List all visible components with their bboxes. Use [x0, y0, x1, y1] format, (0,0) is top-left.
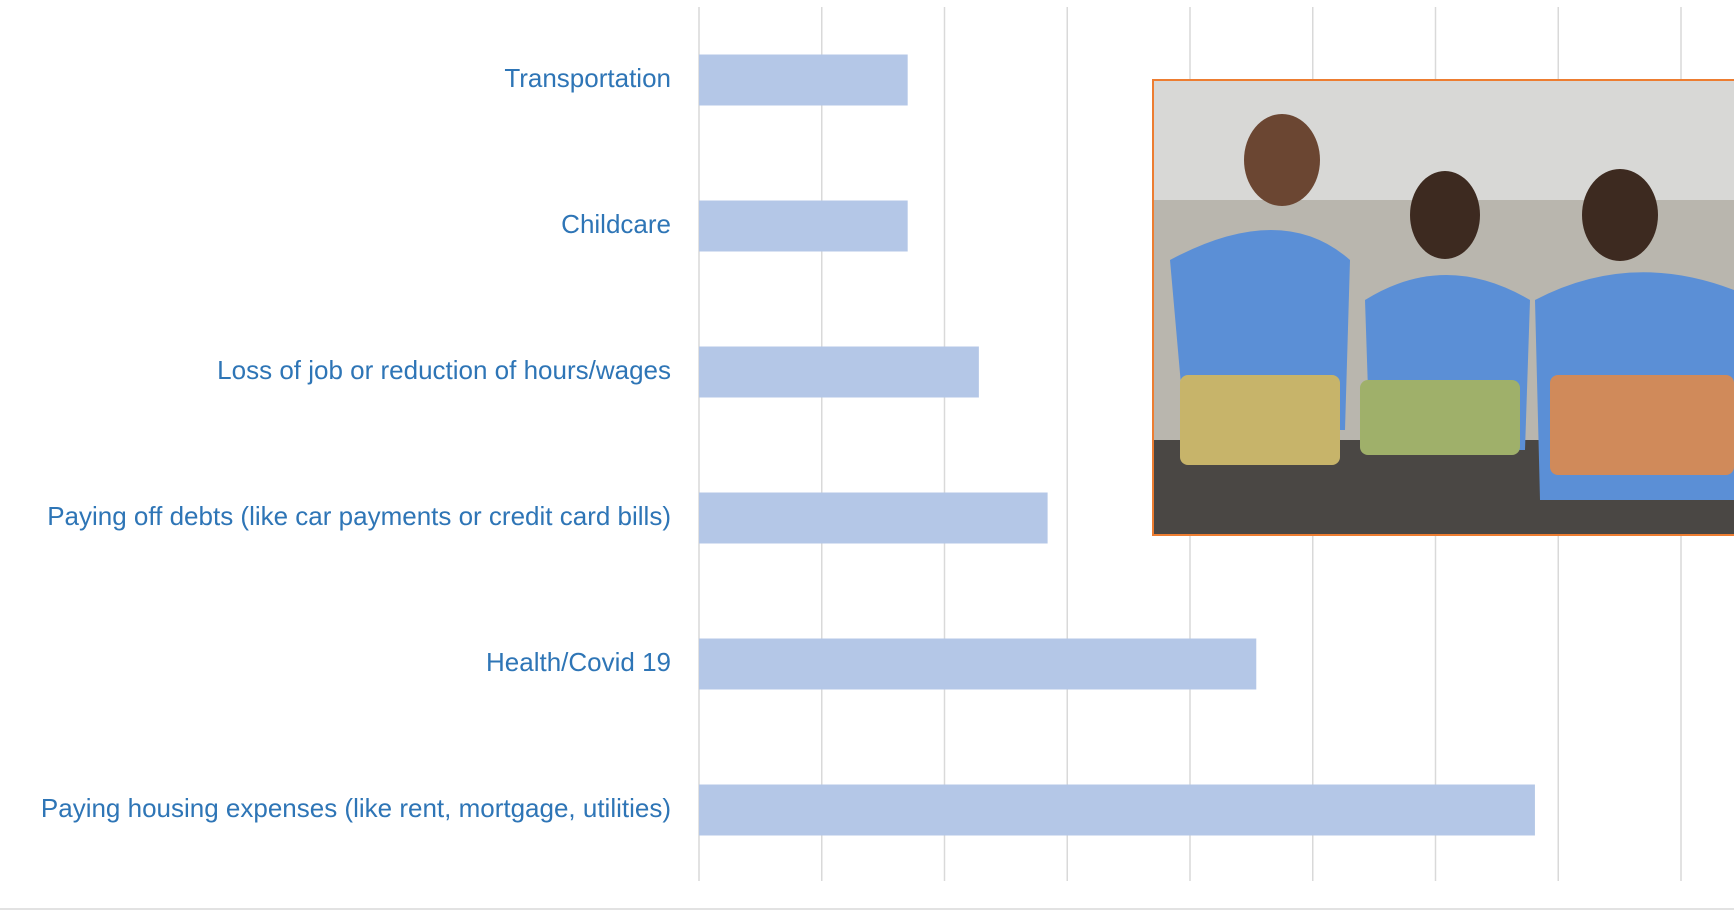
plot-area: Transportation Childcare Loss of job or re…: [41, 7, 1682, 881]
y-tick-label: Paying off debts (like car payments or c…: [47, 501, 671, 531]
bar: [699, 492, 1048, 544]
bar: [699, 346, 979, 398]
photo-border: [1152, 79, 1734, 536]
y-tick-label: Loss of job or reduction of hours/wages: [217, 355, 671, 385]
y-tick-label: Health/Covid 19: [486, 647, 671, 677]
bar: [699, 784, 1535, 836]
bar: [699, 54, 908, 106]
y-tick-label: Childcare: [561, 209, 671, 239]
y-tick-label: Paying housing expenses (like rent, mort…: [41, 793, 671, 823]
bar: [699, 638, 1257, 690]
bar: [699, 200, 908, 252]
photo: [1153, 80, 1734, 535]
y-tick-label: Transportation: [504, 63, 671, 93]
